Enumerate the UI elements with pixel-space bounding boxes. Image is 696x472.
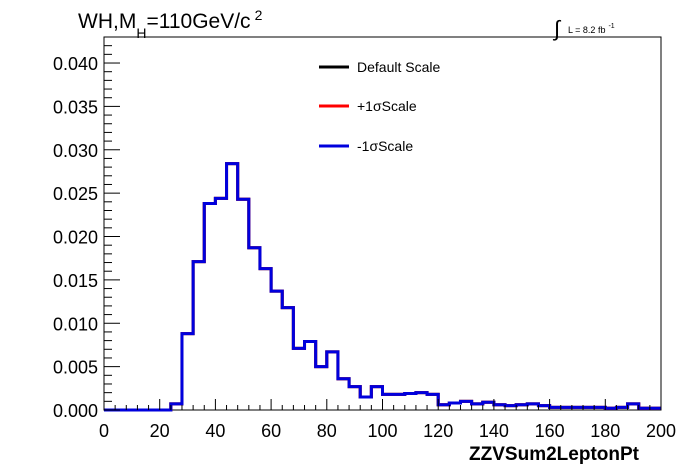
x-tick-label: 80 (317, 421, 337, 441)
lumi-integral: ∫ (552, 16, 562, 41)
title-rest: =110GeV/c (146, 10, 250, 33)
y-tick-label: 0.020 (53, 228, 98, 248)
series-0-histogram (104, 162, 661, 412)
x-tick-label: 180 (590, 421, 620, 441)
x-tick-label: 0 (99, 421, 109, 441)
x-axis-label: ZZVSum2LeptonPt (469, 444, 640, 465)
series-layer (104, 162, 661, 412)
title-main: WH,M (78, 10, 136, 33)
x-tick-label: 20 (150, 421, 170, 441)
y-tick-label: 0.010 (53, 314, 98, 334)
plot-frame (103, 36, 662, 411)
y-tick-label: 0.000 (53, 401, 98, 421)
y-tick-label: 0.035 (53, 97, 98, 117)
x-tick-label: 140 (479, 421, 509, 441)
lumi-text: L = 8.2 fb (568, 25, 605, 35)
legend-label: +1σScale (357, 98, 417, 114)
title-superscript: 2 (255, 7, 263, 23)
x-tick-label: 100 (367, 421, 397, 441)
legend: Default Scale +1σScale -1σScale (319, 59, 440, 154)
y-tick-label: 0.030 (53, 141, 98, 161)
y-tick-label: 0.005 (53, 358, 98, 378)
axes-layer: 0 20 40 60 80 100 120 140 160 180 200 0.000 0.005 0.0… (53, 45, 676, 441)
chart-title: WH,MH=110GeV/c 2 (78, 7, 263, 41)
series-1-histogram (104, 162, 661, 412)
x-tick-label: 40 (205, 421, 225, 441)
x-tick-label: 160 (535, 421, 565, 441)
y-tick-label: 0.025 (53, 184, 98, 204)
legend-label: -1σScale (357, 138, 413, 154)
legend-label: Default Scale (357, 59, 440, 75)
lumi-superscript: -1 (608, 23, 614, 30)
y-tick-label: 0.015 (53, 271, 98, 291)
x-tick-label: 120 (423, 421, 453, 441)
lumi-label: L = 8.2 fb -1 (568, 23, 615, 35)
title-subscript: H (136, 25, 146, 41)
y-tick-label: 0.040 (53, 54, 98, 74)
x-tick-label: 200 (646, 421, 676, 441)
x-tick-label: 60 (261, 421, 281, 441)
series-2-histogram (104, 162, 661, 412)
